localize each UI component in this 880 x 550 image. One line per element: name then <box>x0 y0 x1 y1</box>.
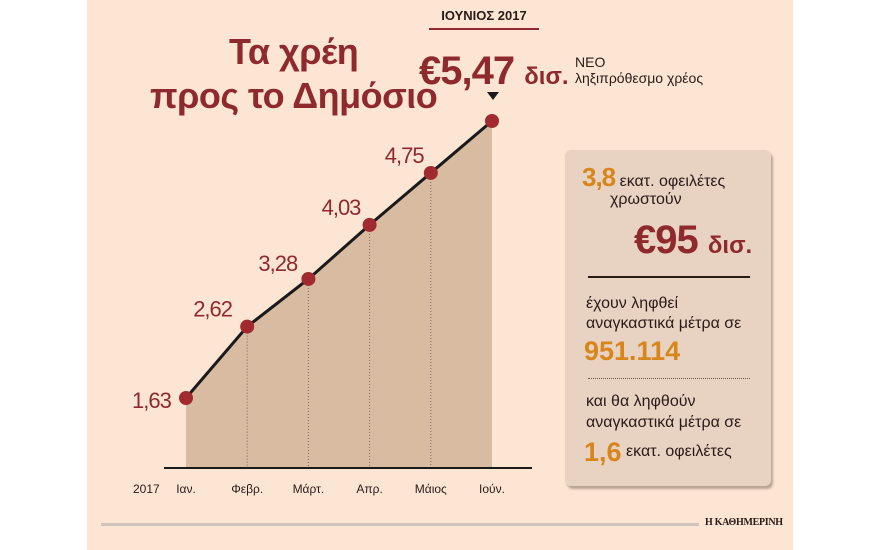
chart-line <box>184 119 493 399</box>
chart-x-label: Φεβρ. <box>231 482 263 496</box>
chart-area-fill <box>186 121 492 468</box>
chart-point-label: 4,75 <box>385 143 425 168</box>
footer-brand: Η ΚΑΘΗΜΕΡΙΝΗ <box>705 517 783 528</box>
owe-value: €95 δισ. <box>634 218 752 268</box>
page-title: Τα χρέη προς το Δημόσιο <box>150 30 438 118</box>
highlight-note-line-1: ΝΕΟ <box>575 54 606 70</box>
chart-point-label: 4,03 <box>322 195 362 220</box>
chart-x-label: Μάρτ. <box>293 482 325 496</box>
future-number: 1,6 <box>584 437 622 467</box>
measures-number: 951.114 <box>584 336 681 366</box>
measures-line-2: αναγκαστικά μέτρα σε <box>586 315 742 332</box>
chart-point-label: 3,28 <box>258 251 298 276</box>
owe-unit: δισ. <box>707 232 753 259</box>
chart-x-label: Ιαν. <box>176 482 196 496</box>
measures-line-1: έχουν ληφθεί <box>586 295 679 312</box>
highlight-amount: €5,47 <box>419 49 515 93</box>
debtors-text: εκατ. οφειλέτες <box>619 173 726 190</box>
chart-x-label: Μάιος <box>415 482 447 496</box>
highlight-value: €5,47 δισ. <box>419 48 569 100</box>
chart-point-labels: 1,63 2,62 3,28 4,03 4,75 <box>132 143 425 413</box>
footer-rule <box>101 523 699 526</box>
chart-drop-lines <box>246 172 432 468</box>
debtors-number: 3,8 <box>582 162 616 192</box>
down-arrow-icon <box>487 92 499 100</box>
future-line-1: και θα ληφθούν <box>586 393 696 410</box>
future-rest: εκατ. οφειλέτες <box>626 443 732 460</box>
highlight-month: ΙΟΥΝΙΟΣ 2017 <box>441 8 527 23</box>
owe-text: χρωστούν <box>610 191 682 208</box>
chart-marker <box>240 319 255 334</box>
highlight-month-rule <box>429 28 539 30</box>
chart-x-label: Ιούν. <box>479 482 505 496</box>
chart-markers <box>179 114 499 405</box>
future-line-2: αναγκαστικά μέτρα σε <box>586 414 742 431</box>
chart-marker <box>362 217 377 232</box>
box-divider <box>588 276 750 278</box>
title-line-2: προς το Δημόσιο <box>150 75 438 116</box>
highlight-note: ΝΕΟ ληξιπρόθεσμο χρέος <box>575 54 703 86</box>
summary-box <box>565 150 771 486</box>
chart-point-label: 2,62 <box>193 297 233 322</box>
chart-marker <box>179 391 193 405</box>
chart-point-label: 1,63 <box>132 388 172 413</box>
chart-marker <box>423 165 438 180</box>
title-line-1: Τα χρέη <box>229 31 359 72</box>
chart-year-label: 2017 <box>133 482 160 496</box>
highlight-note-line-2: ληξιπρόθεσμο χρέος <box>575 70 704 86</box>
box-dotted-divider <box>588 378 750 379</box>
chart-x-label: Απρ. <box>356 482 382 496</box>
debtors-line: 3,8 εκατ. οφειλέτες <box>582 164 762 191</box>
chart-x-labels: Ιαν. Φεβρ. Μάρτ. Απρ. Μάιος Ιούν. <box>176 482 505 496</box>
chart-marker <box>301 271 316 286</box>
chart-marker <box>485 114 499 128</box>
owe-amount: €95 <box>634 218 699 262</box>
highlight-unit: δισ. <box>524 63 569 90</box>
